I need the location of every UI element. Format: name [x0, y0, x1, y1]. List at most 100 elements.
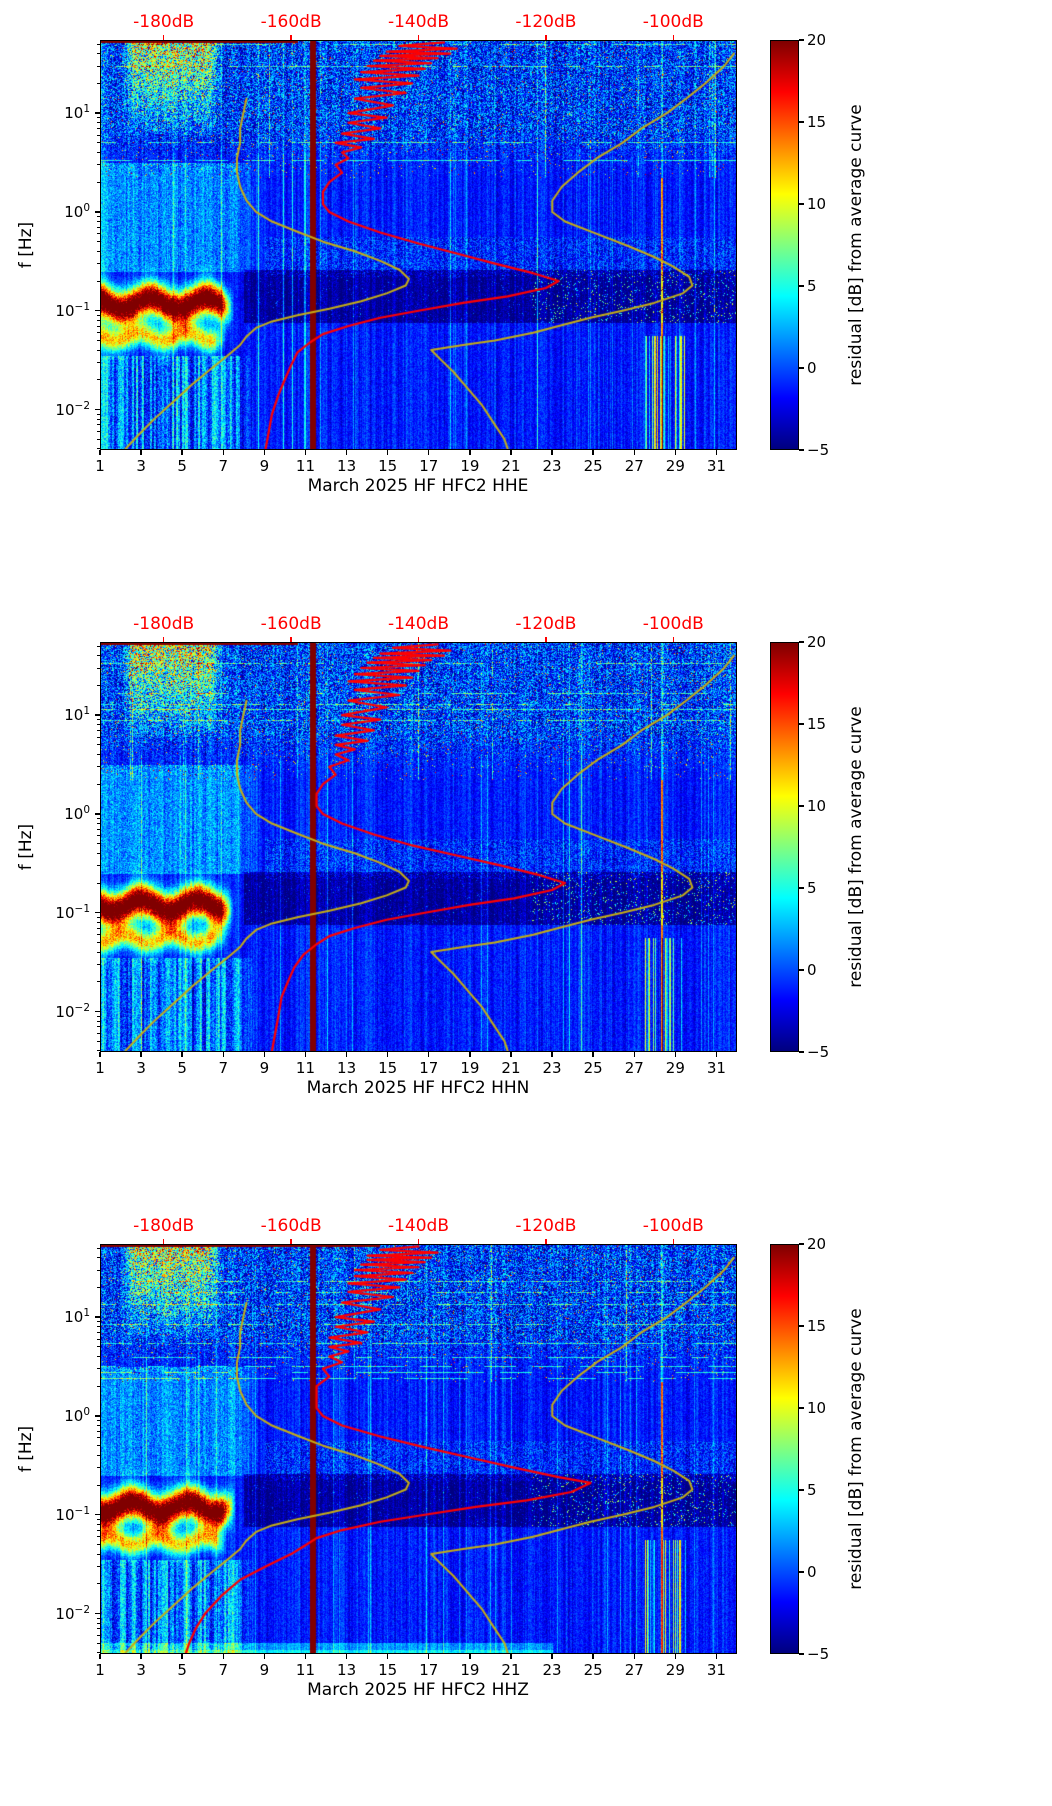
y-minor-tick	[97, 783, 100, 785]
x-tick	[592, 450, 594, 455]
colorbar-tick	[799, 1243, 804, 1245]
x-tick-label: 9	[259, 1059, 270, 1077]
y-tick	[95, 912, 100, 914]
y-minor-tick	[97, 1467, 100, 1469]
x-tick	[140, 1654, 142, 1659]
y-minor-tick	[97, 1518, 100, 1520]
colorbar-tick-label: 15	[807, 714, 827, 733]
top-axis-tick	[290, 637, 292, 642]
colorbar-tick	[799, 1325, 804, 1327]
x-tick-label: 7	[218, 457, 229, 475]
y-tick	[95, 1010, 100, 1013]
y-minor-tick	[97, 1583, 100, 1585]
x-tick	[181, 1052, 183, 1057]
y-minor-tick	[97, 1321, 100, 1323]
top-axis-tick-label: -140dB	[387, 1216, 450, 1236]
x-tick	[469, 450, 471, 455]
y-minor-tick	[97, 430, 100, 432]
y-minor-tick	[97, 438, 100, 440]
x-tick-label: 15	[378, 1661, 398, 1679]
x-tick-label: 31	[706, 1059, 726, 1077]
y-minor-tick	[97, 1247, 100, 1249]
y-minor-tick	[97, 1385, 100, 1387]
y-minor-tick	[97, 963, 100, 965]
y-minor-tick	[97, 1652, 100, 1654]
y-tick	[95, 714, 100, 716]
y-minor-tick	[97, 1346, 100, 1348]
colorbar-tick-label: 15	[807, 112, 827, 131]
y-minor-tick	[97, 921, 100, 923]
x-tick-label: 5	[177, 1059, 187, 1077]
y-minor-tick	[97, 127, 100, 129]
x-tick-label: 29	[665, 1661, 685, 1679]
x-tick-label: 17	[419, 1661, 439, 1679]
colorbar-tick	[799, 121, 804, 123]
top-axis-tick-label: -180dB	[133, 1216, 195, 1236]
y-tick-label: 101	[64, 103, 90, 123]
top-axis-tick	[672, 1239, 674, 1244]
x-tick	[263, 450, 266, 455]
x-tick	[510, 1052, 512, 1057]
colorbar-tick-label: 10	[807, 194, 827, 213]
y-minor-tick	[97, 151, 100, 153]
y-tick-label: 10−2	[55, 1001, 90, 1021]
y-minor-tick	[97, 82, 100, 84]
x-tick	[428, 450, 430, 455]
y-minor-tick	[97, 43, 100, 45]
x-tick-label: 13	[337, 1059, 357, 1077]
y-tick-label: 100	[64, 803, 90, 823]
x-tick	[386, 1654, 389, 1659]
x-tick-label: 15	[378, 1059, 398, 1077]
y-tick-label: 10−1	[55, 902, 90, 922]
x-tick	[304, 1654, 307, 1659]
y-minor-tick	[97, 655, 100, 657]
y-minor-tick	[97, 828, 100, 830]
y-minor-tick	[97, 865, 100, 867]
colorbar-tick	[799, 1489, 804, 1491]
y-axis-label-text: f [Hz]	[16, 823, 36, 871]
x-tick-label: 31	[706, 457, 726, 475]
x-tick-label: 23	[542, 1059, 562, 1077]
y-minor-tick	[97, 1331, 100, 1333]
spectrogram-canvas-hhe	[100, 40, 737, 450]
y-minor-tick	[97, 684, 100, 686]
x-tick	[99, 1654, 101, 1659]
x-tick	[551, 1052, 553, 1057]
y-minor-tick	[97, 1529, 100, 1531]
y-tick	[95, 1612, 100, 1615]
colorbar-tick	[799, 1407, 804, 1409]
y-minor-tick	[97, 1634, 100, 1636]
top-axis-tick-label: -160dB	[260, 1216, 322, 1236]
x-tick	[674, 1052, 677, 1057]
x-tick	[263, 1654, 266, 1659]
y-minor-tick	[97, 280, 100, 282]
top-axis-tick-label: -100dB	[642, 1216, 704, 1236]
top-axis-tick	[417, 637, 420, 642]
y-minor-tick	[97, 645, 100, 647]
colorbar-tick	[799, 723, 804, 725]
x-tick-label: 11	[295, 1059, 316, 1077]
x-tick-label: 11	[295, 1661, 316, 1679]
y-minor-tick	[97, 1484, 100, 1486]
x-tick	[592, 1654, 594, 1659]
x-tick	[551, 450, 553, 455]
y-minor-tick	[97, 1425, 100, 1427]
y-tick-label: 100	[64, 201, 90, 221]
y-axis-label-text: f [Hz]	[16, 221, 36, 269]
colorbar-label-text: residual [dB] from average curve	[846, 706, 866, 988]
y-minor-tick	[97, 1368, 100, 1370]
x-tick-label: 19	[460, 1059, 480, 1077]
x-tick-label: 7	[218, 1059, 229, 1077]
x-axis-title: March 2025 HF HFC2 HHE	[307, 476, 529, 496]
x-tick-label: 25	[583, 457, 603, 475]
y-minor-tick	[97, 753, 100, 755]
y-minor-tick	[97, 744, 100, 746]
colorbar-tick-label: 5	[807, 276, 817, 295]
top-axis-tick-label: -140dB	[387, 12, 450, 32]
x-tick	[222, 1654, 224, 1659]
colorbar-tick-label: 20	[807, 1234, 827, 1253]
y-axis-label: f [Hz]	[16, 824, 36, 870]
top-axis-tick	[163, 637, 165, 642]
x-tick	[469, 1654, 471, 1659]
subplot-hhe: -180dB -160dB -140dB -120dB -100dB 1 3 5 7 9 11 13 1…	[0, 0, 1052, 602]
